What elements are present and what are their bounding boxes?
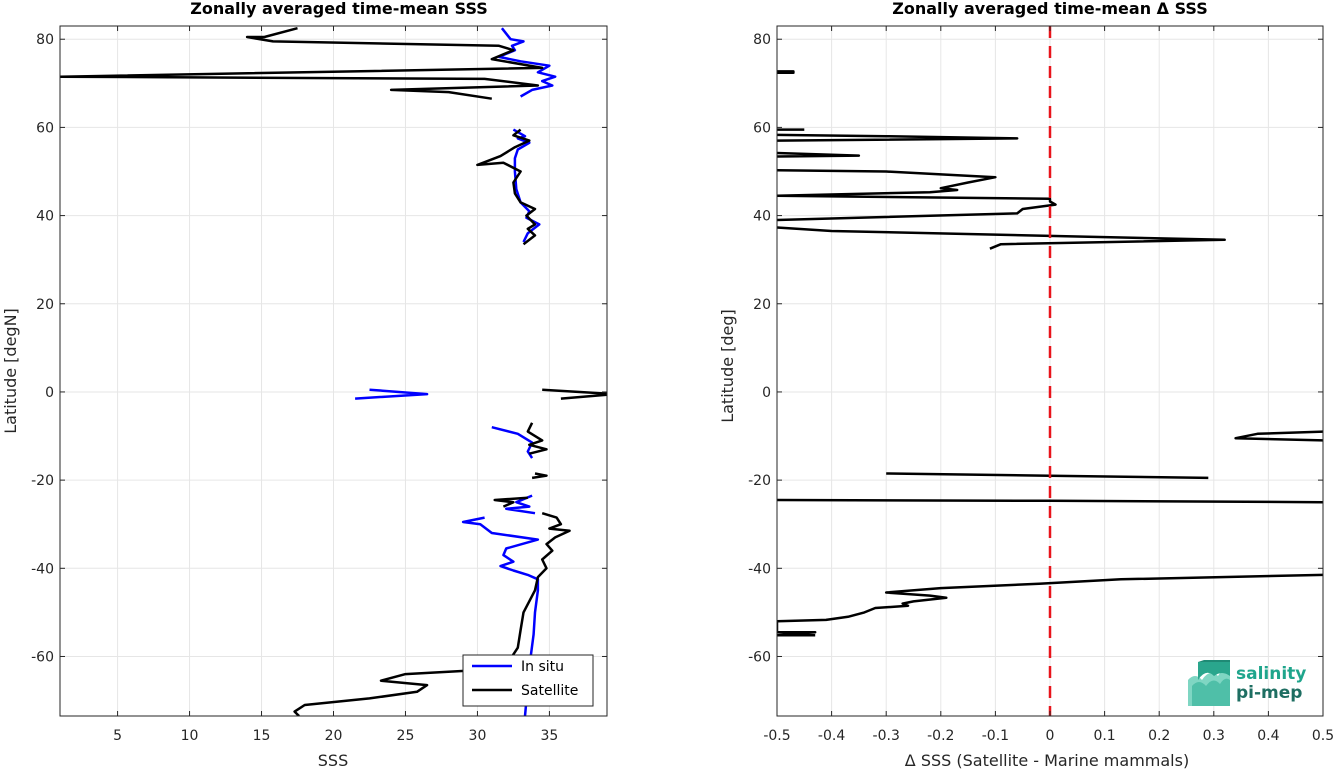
satellite-series-line (526, 422, 548, 455)
y-tick-label: 80 (753, 32, 771, 48)
y-tick-label: 40 (753, 209, 771, 225)
wave-logo-icon (1188, 660, 1230, 706)
sss-panel: Zonally averaged time-mean SSS 5 10 15 20 25… (1, 0, 608, 769)
right-chart-title: Zonally averaged time-mean Δ SSS (892, 0, 1208, 18)
delta-sss-series-line (777, 226, 1226, 250)
y-tick-label: -60 (31, 649, 54, 665)
y-tick-label: -20 (748, 473, 771, 489)
in-situ-series-line (497, 27, 557, 98)
y-tick-label: 40 (36, 209, 54, 225)
y-tick-label: -60 (748, 649, 771, 665)
y-tick-label: -40 (31, 561, 54, 577)
satellite-series-line (60, 26, 544, 100)
satellite-series-line (493, 496, 528, 508)
delta-sss-panel: Zonally averaged time-mean Δ SSS -0.5 -0.… (718, 0, 1334, 769)
x-tick-label: 15 (253, 728, 271, 744)
right-ticks: -0.5 -0.4 -0.3 -0.2 -0.1 0 0.1 0.2 0.3 0.4 0.5 -60 -… (748, 26, 1334, 744)
salinity-pimep-logo: salinity pi-mep (1188, 660, 1306, 706)
x-tick-label: 30 (469, 728, 487, 744)
satellite-series-line (531, 472, 548, 480)
x-tick-label: 35 (541, 728, 559, 744)
satellite-series-line (476, 128, 537, 246)
delta-sss-series-line (777, 151, 861, 158)
x-tick-label: 0 (1046, 728, 1055, 744)
logo-line-2: pi-mep (1236, 683, 1302, 703)
delta-sss-series-line (1234, 430, 1323, 442)
left-chart-title: Zonally averaged time-mean SSS (190, 0, 488, 18)
satellite-series-line (542, 388, 607, 400)
y-tick-label: 60 (753, 120, 771, 136)
x-tick-label: 0.4 (1257, 728, 1279, 744)
in-situ-series-line (491, 425, 534, 459)
delta-sss-series-line (777, 70, 795, 74)
y-tick-label: -40 (748, 561, 771, 577)
left-x-axis-label: SSS (318, 751, 348, 769)
legend: In situ Satellite (462, 654, 594, 707)
in-situ-series-line (355, 388, 429, 400)
right-x-axis-label: Δ SSS (Satellite - Marine mammals) (905, 751, 1189, 769)
x-tick-label: 0.1 (1093, 728, 1115, 744)
y-tick-label: 20 (753, 297, 771, 313)
x-tick-label: -0.5 (763, 728, 790, 744)
delta-sss-series-line (886, 472, 1209, 480)
y-tick-label: 0 (45, 385, 54, 401)
x-tick-label: 25 (397, 728, 415, 744)
left-series (60, 26, 607, 716)
x-tick-label: -0.4 (818, 728, 845, 744)
legend-label-in-situ: In situ (521, 659, 564, 675)
x-tick-label: 0.3 (1203, 728, 1225, 744)
satellite-series-line (293, 512, 571, 716)
y-tick-label: 60 (36, 120, 54, 136)
y-tick-label: -20 (31, 473, 54, 489)
left-y-axis-label: Latitude [degN] (1, 308, 20, 434)
delta-sss-series-line (777, 133, 1019, 142)
y-tick-label: 80 (36, 32, 54, 48)
legend-label-satellite: Satellite (521, 683, 578, 699)
left-ticks: 5 10 15 20 25 30 35 -60 -40 -20 0 20 40 60 80 (31, 26, 607, 744)
x-tick-label: 0.2 (1148, 728, 1170, 744)
delta-sss-series-line (777, 168, 1057, 222)
delta-sss-series-line (777, 498, 1323, 504)
in-situ-series-line (504, 494, 536, 515)
left-grid (60, 26, 607, 716)
x-tick-label: -0.2 (927, 728, 954, 744)
x-tick-label: 0.5 (1312, 728, 1334, 744)
y-tick-label: 20 (36, 297, 54, 313)
x-tick-label: 10 (181, 728, 199, 744)
x-tick-label: 20 (325, 728, 343, 744)
legend-box (462, 654, 594, 707)
logo-line-1: salinity (1236, 664, 1306, 684)
x-tick-label: 5 (113, 728, 122, 744)
delta-sss-series-line (777, 573, 1323, 637)
y-tick-label: 0 (762, 385, 771, 401)
x-tick-label: -0.3 (873, 728, 900, 744)
x-tick-label: -0.1 (982, 728, 1009, 744)
right-y-axis-label: Latitude [deg] (718, 309, 737, 423)
